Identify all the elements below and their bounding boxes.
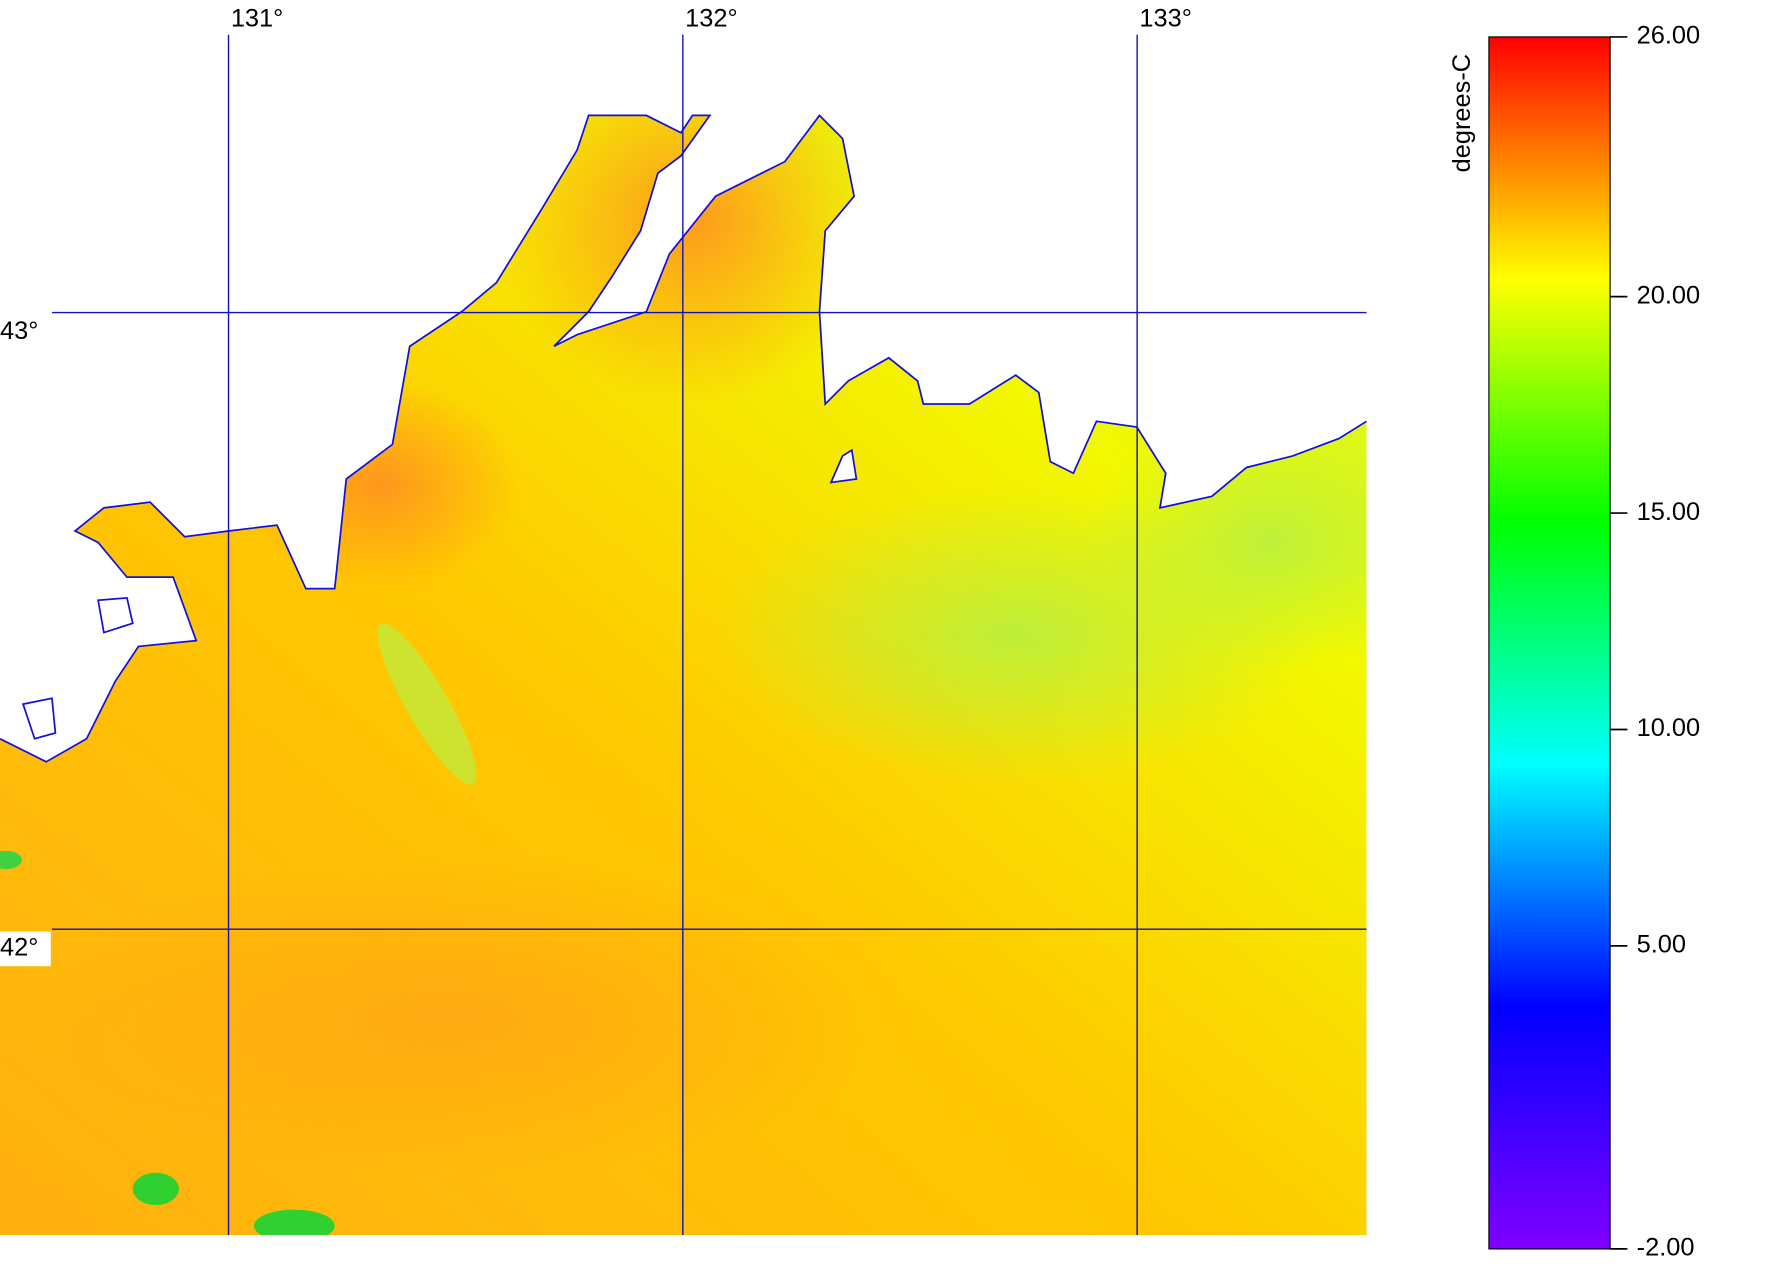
lat-label: 43° (0, 317, 38, 345)
coastline (0, 114, 1367, 763)
lat-label: 42° (0, 934, 38, 962)
lon-label: 132° (685, 4, 737, 32)
colorbar-label: degrees-C (1448, 54, 1476, 172)
lat-label-bg (0, 314, 51, 350)
colorbar (1488, 36, 1611, 1250)
lon-label: 131° (231, 4, 283, 32)
graticule (51, 34, 1367, 1236)
colorbar-tick-label: 5.00 (1637, 931, 1686, 959)
lat-label-bg (0, 931, 51, 967)
sea-surface (0, 114, 1367, 1236)
islands (21, 448, 858, 740)
colorbar-tick-label: -2.00 (1637, 1234, 1695, 1262)
colorbar-tick-label: 20.00 (1637, 281, 1700, 309)
colorbar-tick-label: 15.00 (1637, 498, 1700, 526)
colorbar-tick-label: 26.00 (1637, 22, 1700, 50)
lon-label: 133° (1139, 4, 1191, 32)
colorbar-tick-label: 10.00 (1637, 714, 1700, 742)
